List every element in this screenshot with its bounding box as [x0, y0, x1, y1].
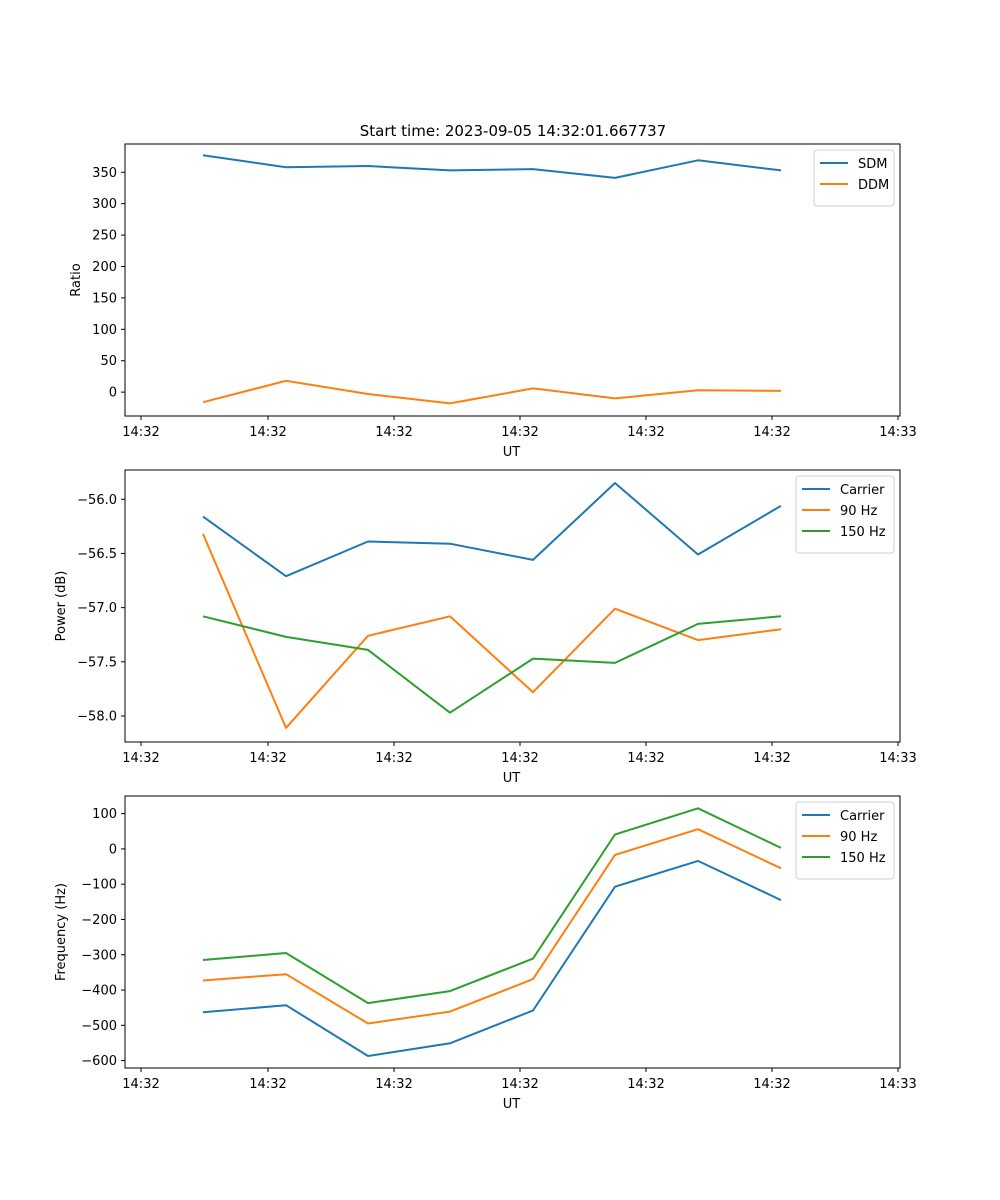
x-tick-label: 14:32 — [122, 425, 159, 440]
legend-label: 150 Hz — [840, 525, 886, 540]
series-line-ddm — [202, 379, 782, 405]
y-axis-label: Frequency (Hz) — [54, 883, 69, 981]
x-tick-label: 14:32 — [249, 425, 286, 440]
x-tick-label: 14:33 — [879, 1077, 916, 1092]
y-tick-label: −56.5 — [77, 547, 117, 562]
y-tick-label: −600 — [81, 1054, 117, 1069]
x-tick-label: 14:32 — [753, 425, 790, 440]
y-tick-label: −100 — [81, 878, 117, 893]
y-tick-label: −57.0 — [77, 601, 117, 616]
x-tick-label: 14:32 — [501, 751, 538, 766]
y-tick-label: −300 — [81, 948, 117, 963]
panel-power: 14:32 14:32 14:32 14:32 14:32 14:32 14:33 −56.0… — [54, 469, 917, 786]
series-line-sdm — [202, 154, 782, 179]
x-tick-label: 14:32 — [753, 751, 790, 766]
x-tick-label: 14:32 — [122, 751, 159, 766]
series-line-150-hz — [202, 807, 782, 1005]
x-tick-label: 14:32 — [249, 1077, 286, 1092]
x-axis-label: UT — [503, 771, 521, 786]
y-tick-label: 250 — [92, 229, 117, 244]
y-tick-label: 0 — [109, 386, 117, 401]
x-tick-label: 14:32 — [375, 1077, 412, 1092]
x-tick-label: 14:32 — [375, 751, 412, 766]
axes-frame — [124, 469, 901, 743]
y-tick-label: 100 — [92, 807, 117, 822]
legend-label: SDM — [858, 157, 887, 172]
y-tick-label: −500 — [81, 1019, 117, 1034]
x-tick-label: 14:33 — [879, 425, 916, 440]
legend: Carrier 90 Hz 150 Hz — [795, 801, 895, 880]
y-tick-label: −56.0 — [77, 493, 117, 508]
x-tick-label: 14:32 — [627, 1077, 664, 1092]
y-tick-label: 300 — [92, 197, 117, 212]
x-tick-label: 14:32 — [501, 425, 538, 440]
series-line-carrier — [202, 859, 782, 1057]
legend-label: DDM — [858, 178, 889, 193]
x-tick-label: 14:33 — [879, 751, 916, 766]
panel-ratio: 14:32 14:32 14:32 14:32 14:32 14:32 14:33 0 50 10… — [69, 143, 917, 460]
legend-label: 150 Hz — [840, 851, 886, 866]
series-line-150-hz — [202, 615, 782, 714]
axes-frame — [124, 143, 901, 417]
y-axis-label: Ratio — [69, 263, 84, 296]
y-tick-label: −58.0 — [77, 709, 117, 724]
y-tick-label: 0 — [109, 842, 117, 857]
x-tick-label: 14:32 — [753, 1077, 790, 1092]
y-tick-label: −57.5 — [77, 655, 117, 670]
legend: Carrier 90 Hz 150 Hz — [795, 475, 895, 554]
y-tick-label: −200 — [81, 913, 117, 928]
legend-box — [795, 801, 895, 880]
y-tick-label: 100 — [92, 323, 117, 338]
x-tick-label: 14:32 — [627, 751, 664, 766]
legend-label: 90 Hz — [840, 830, 877, 845]
x-tick-label: 14:32 — [627, 425, 664, 440]
y-axis-label: Power (dB) — [54, 571, 69, 642]
x-tick-label: 14:32 — [122, 1077, 159, 1092]
y-tick-label: 150 — [92, 291, 117, 306]
y-tick-label: 350 — [92, 166, 117, 181]
panel-frequency: 14:32 14:32 14:32 14:32 14:32 14:32 14:33 100 0 −… — [54, 795, 917, 1112]
x-tick-label: 14:32 — [501, 1077, 538, 1092]
legend-label: Carrier — [840, 809, 885, 824]
legend-label: 90 Hz — [840, 504, 877, 519]
axes-frame — [124, 795, 901, 1069]
series-line-carrier — [202, 482, 782, 578]
y-tick-label: −400 — [81, 984, 117, 999]
x-axis-label: UT — [503, 445, 521, 460]
legend-label: Carrier — [840, 483, 885, 498]
legend: SDM DDM — [813, 149, 895, 207]
x-tick-label: 14:32 — [375, 425, 412, 440]
y-tick-label: 50 — [100, 354, 117, 369]
series-line-90-hz — [202, 828, 782, 1025]
legend-box — [795, 475, 895, 554]
x-tick-label: 14:32 — [249, 751, 286, 766]
series-line-90-hz — [202, 533, 782, 729]
y-tick-label: 200 — [92, 260, 117, 275]
x-axis-label: UT — [503, 1097, 521, 1112]
figure-title: Start time: 2023-09-05 14:32:01.667737 — [360, 122, 666, 140]
